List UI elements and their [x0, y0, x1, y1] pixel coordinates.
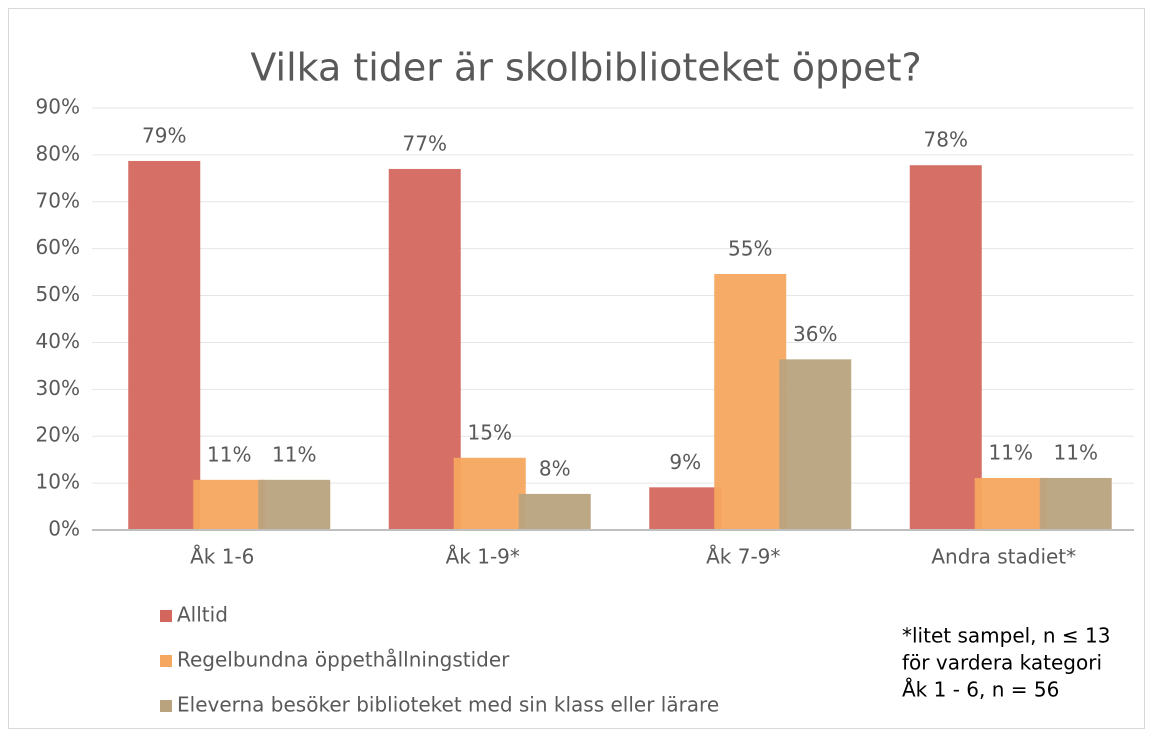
- y-tick-label: 40%: [36, 329, 80, 353]
- data-label: 77%: [403, 131, 447, 155]
- legend-swatch: [160, 655, 172, 667]
- chart-title: Vilka tider är skolbiblioteket öppet?: [250, 46, 921, 90]
- data-label: 78%: [924, 128, 968, 152]
- bar: [974, 477, 1047, 530]
- x-tick-label: Åk 1-9*: [446, 545, 520, 569]
- bar: [649, 487, 722, 530]
- data-label: 79%: [142, 123, 186, 147]
- data-label: 55%: [728, 236, 772, 260]
- x-tick-label: Åk 7-9*: [706, 545, 780, 569]
- annotation: *litet sampel, n ≤ 13: [902, 624, 1111, 648]
- y-tick-label: 70%: [36, 188, 80, 212]
- legend-label: Eleverna besöker biblioteket med sin kla…: [177, 693, 719, 717]
- data-label: 8%: [539, 456, 571, 480]
- y-tick-label: 10%: [36, 470, 80, 494]
- bar: [779, 359, 852, 530]
- bar: [388, 168, 461, 530]
- legend-swatch: [160, 700, 172, 712]
- bar: [518, 493, 591, 530]
- data-label: 9%: [669, 450, 701, 474]
- bar: [453, 457, 526, 530]
- legend-label: Alltid: [177, 603, 228, 627]
- bar: [1039, 477, 1112, 530]
- data-label: 11%: [989, 440, 1033, 464]
- y-tick-label: 80%: [36, 141, 80, 165]
- y-tick-label: 0%: [48, 517, 80, 541]
- data-label: 11%: [272, 442, 316, 466]
- y-tick-label: 30%: [36, 376, 80, 400]
- bar: [193, 479, 266, 530]
- x-tick-label: Åk 1-6: [190, 545, 254, 569]
- annotation: för vardera kategori: [902, 651, 1102, 675]
- bar: [128, 160, 201, 531]
- x-tick-label: Andra stadiet*: [931, 545, 1076, 569]
- data-label: 11%: [207, 442, 251, 466]
- bar: [909, 165, 982, 530]
- annotation: Åk 1 - 6, n = 56: [902, 678, 1059, 702]
- data-label: 11%: [1054, 440, 1098, 464]
- y-tick-label: 50%: [36, 282, 80, 306]
- y-tick-label: 60%: [36, 235, 80, 259]
- bar: [714, 273, 787, 530]
- legend-swatch: [160, 610, 172, 622]
- y-tick-label: 90%: [36, 95, 80, 119]
- y-tick-label: 20%: [36, 423, 80, 447]
- data-label: 15%: [468, 420, 512, 444]
- data-label: 36%: [793, 322, 837, 346]
- legend-label: Regelbundna öppethållningstider: [177, 648, 510, 672]
- bar: [258, 479, 331, 530]
